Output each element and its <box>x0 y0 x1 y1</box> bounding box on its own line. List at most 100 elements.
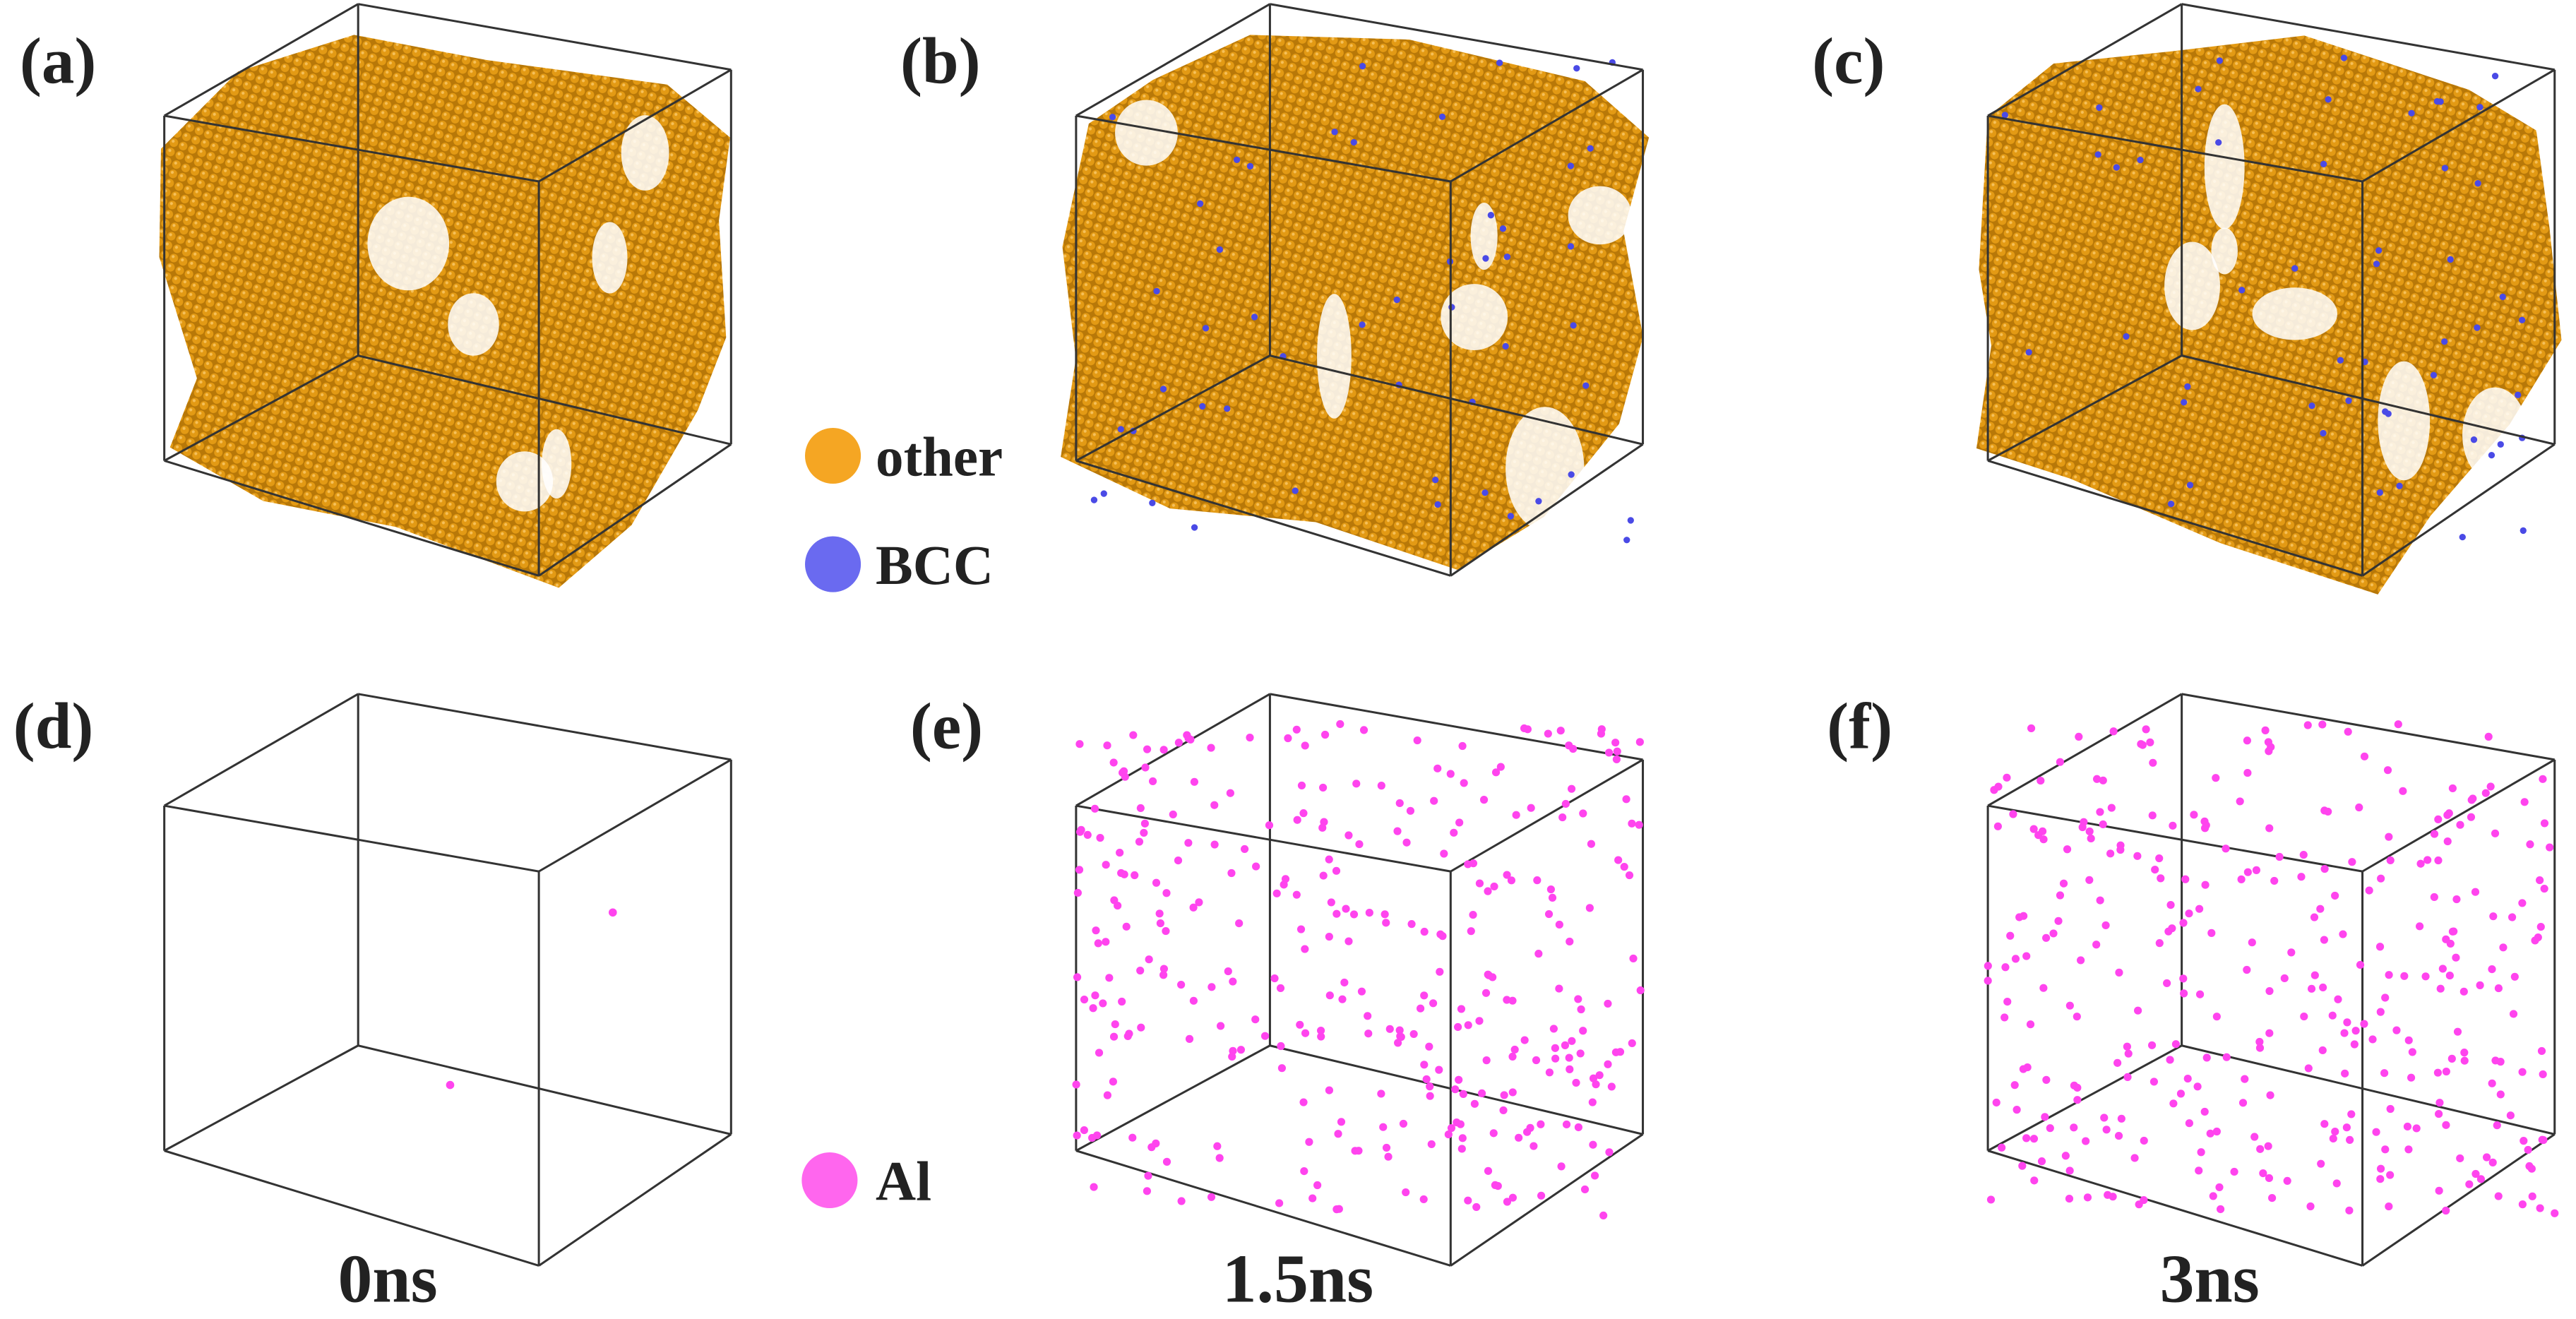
al-atom <box>1129 731 1138 739</box>
bcc-atom <box>2459 533 2466 541</box>
atom-cluster <box>1061 35 1650 571</box>
al-atom <box>2140 1136 2148 1145</box>
al-atom <box>2075 732 2083 741</box>
al-atom <box>2531 936 2539 945</box>
al-atom <box>2394 720 2402 729</box>
al-atom <box>1075 866 1084 874</box>
al-atom <box>1162 926 1170 936</box>
al-atom <box>1318 823 1327 832</box>
al-atom <box>1561 1041 1570 1049</box>
al-atom <box>1277 1042 1285 1051</box>
al-atom <box>2484 732 2493 741</box>
bcc-atom <box>1159 386 1167 393</box>
void <box>621 115 669 191</box>
al-atom <box>1349 910 1359 919</box>
al-atom <box>1308 1194 1317 1202</box>
al-atom <box>1162 1157 1171 1166</box>
al-atom <box>1556 727 1565 735</box>
al-atom <box>1091 991 1099 1000</box>
al-atom <box>2179 974 2188 983</box>
panel-label: (a) <box>20 25 97 97</box>
al-atom <box>1544 909 1554 919</box>
al-atom <box>2022 952 2031 960</box>
al-atom <box>1155 909 1164 918</box>
legend-label: Al <box>876 1151 931 1212</box>
al-atom <box>2376 1175 2385 1183</box>
al-atom <box>2355 803 2363 812</box>
al-atom <box>1159 746 1168 754</box>
al-atom <box>1385 1025 1394 1033</box>
al-atom <box>1413 736 1421 745</box>
al-atom <box>2443 811 2452 819</box>
al-atom <box>1572 1078 1580 1087</box>
al-atom <box>1426 1082 1434 1091</box>
al-atom <box>1338 995 1347 1003</box>
al-atom <box>2287 948 2296 957</box>
al-atom <box>2459 987 2468 996</box>
al-atom <box>1319 783 1328 792</box>
bcc-atom <box>1292 487 1299 494</box>
al-atom <box>1990 786 1998 794</box>
al-atom <box>2494 984 2503 993</box>
al-atom <box>1457 1005 1466 1013</box>
al-atom <box>1455 818 1464 827</box>
al-atom <box>1320 730 1330 739</box>
al-atom <box>1557 1162 1566 1171</box>
al-atom <box>1430 796 1438 805</box>
bcc-atom <box>2441 338 2448 345</box>
al-atom <box>2320 1120 2329 1128</box>
al-atom <box>1585 904 1594 912</box>
al-atom <box>2471 1169 2480 1178</box>
legend-swatch <box>801 1152 858 1209</box>
al-atom <box>2283 1176 2291 1185</box>
cube-edge <box>1075 354 1271 462</box>
al-atom <box>2510 972 2519 981</box>
al-atom <box>2518 1200 2527 1209</box>
al-atom <box>1427 1140 1436 1148</box>
al-atom <box>1352 780 1361 788</box>
cube <box>163 3 732 577</box>
al-atom <box>2407 1073 2416 1082</box>
al-atom <box>1260 1032 1270 1040</box>
al-atom <box>1545 1068 1554 1077</box>
al-atom <box>1379 1123 1388 1131</box>
bcc-atom <box>1251 314 1258 321</box>
al-atom <box>1207 1193 1216 1201</box>
al-atom <box>1215 1154 1224 1162</box>
bcc-atom <box>1359 321 1366 328</box>
al-atom <box>2070 1123 2078 1132</box>
al-atom <box>1986 1195 1996 1204</box>
al-atom <box>1159 965 1168 973</box>
al-atom <box>1422 1075 1431 1084</box>
al-atom <box>1393 827 1402 835</box>
al-atom <box>2376 1164 2385 1173</box>
al-atom <box>2399 787 2407 795</box>
bcc-atom <box>2025 349 2032 356</box>
al-atom <box>1377 1090 1385 1098</box>
legend-swatch <box>805 536 861 592</box>
al-atom <box>2255 1044 2265 1052</box>
al-atom <box>1510 1045 1519 1054</box>
cube-edge <box>1987 1150 2363 1267</box>
al-atom <box>1083 830 1092 839</box>
al-atom <box>2092 775 2101 783</box>
al-atom <box>2030 1176 2039 1185</box>
al-atom <box>2073 1096 2082 1104</box>
al-atom <box>1998 1143 2006 1152</box>
al-atom <box>1118 997 1126 1006</box>
al-atom <box>1136 966 1145 975</box>
al-atom <box>1537 1120 1545 1128</box>
al-atom <box>2372 1128 2380 1136</box>
al-atom <box>1569 744 1578 753</box>
al-atom <box>1292 725 1301 734</box>
cube-edge <box>538 758 732 873</box>
al-atom <box>2351 1027 2360 1035</box>
al-atom <box>2085 827 2094 836</box>
al-atom <box>1628 1039 1636 1047</box>
void <box>367 196 450 291</box>
al-atom <box>1508 1052 1517 1061</box>
al-atom <box>1503 996 1511 1004</box>
al-atom <box>2536 1204 2544 1212</box>
al-atom <box>2346 1135 2354 1144</box>
al-atom <box>2163 979 2171 987</box>
